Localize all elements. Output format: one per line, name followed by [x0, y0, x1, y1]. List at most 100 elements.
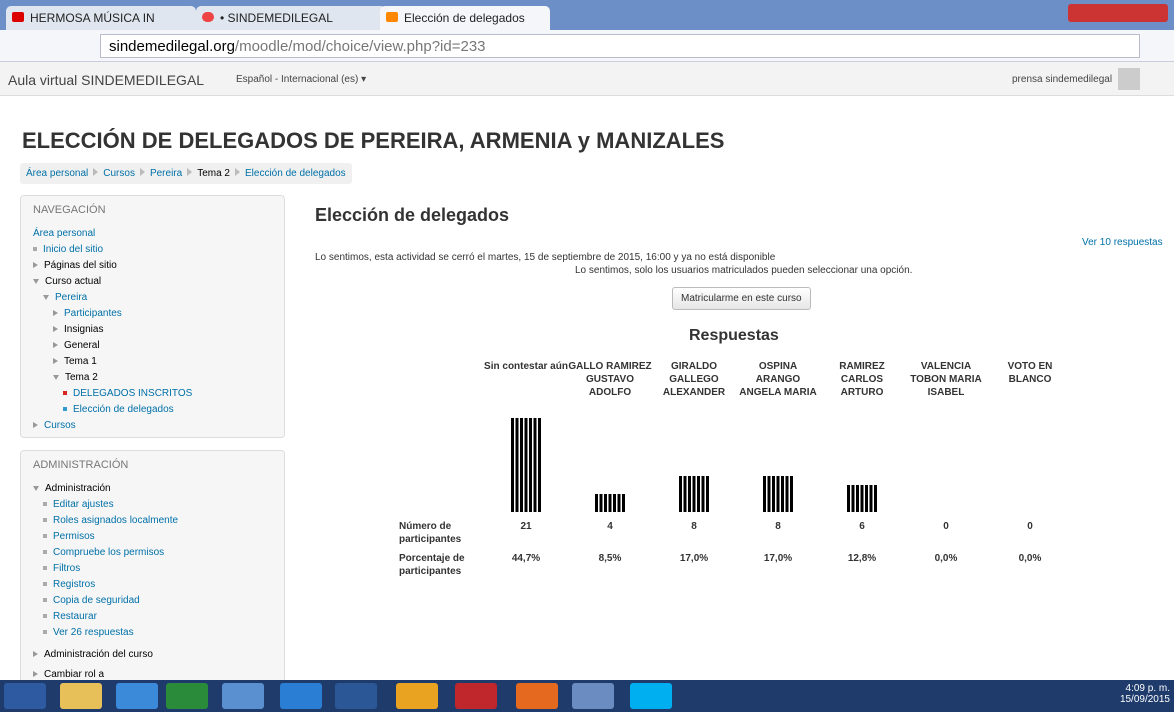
nav-item[interactable]: DELEGADOS INSCRITOS: [73, 388, 192, 399]
count: 8: [736, 520, 820, 533]
crumb[interactable]: Área personal: [26, 168, 88, 179]
percent: 8,5%: [568, 552, 652, 565]
block-heading: NAVEGACIÓN: [33, 204, 272, 216]
result-bar: [511, 418, 541, 513]
start-button[interactable]: [4, 683, 46, 709]
admin-item[interactable]: Cambiar rol a: [44, 669, 104, 680]
option-label: GIRALDO GALLEGO ALEXANDER: [652, 360, 736, 399]
taskbar-app[interactable]: [455, 683, 497, 709]
result-bar: [847, 485, 877, 512]
count: 0: [988, 520, 1072, 533]
window-controls[interactable]: [1068, 4, 1168, 22]
url-host: sindemedilegal.org: [109, 38, 235, 55]
taskbar-app[interactable]: [630, 683, 672, 709]
clock: 4:09 p. m.15/09/2015: [1118, 683, 1170, 705]
count: 8: [652, 520, 736, 533]
admin-item[interactable]: Restaurar: [53, 611, 97, 622]
row-label: Número de participantes: [399, 520, 483, 546]
tab-title: • SINDEMEDILEGAL: [220, 11, 333, 25]
view-responses-link[interactable]: Ver 10 respuestas: [1082, 237, 1163, 248]
page: HERMOSA MÚSICA IN • SINDEMEDILEGAL Elecc…: [0, 0, 1174, 712]
taskbar-app[interactable]: [222, 683, 264, 709]
nav-item[interactable]: General: [64, 340, 100, 351]
option-label: GALLO RAMIREZ GUSTAVO ADOLFO: [568, 360, 652, 399]
taskbar-app[interactable]: [166, 683, 208, 709]
result-bar: [763, 476, 793, 512]
count: 0: [904, 520, 988, 533]
nav-item[interactable]: Pereira: [55, 292, 87, 303]
admin-item[interactable]: Copia de seguridad: [53, 595, 140, 606]
admin-item[interactable]: Compruebe los permisos: [53, 547, 164, 558]
percent: 0,0%: [988, 552, 1072, 565]
percent: 17,0%: [652, 552, 736, 565]
admin-item[interactable]: Administración del curso: [44, 649, 153, 660]
taskbar-app[interactable]: [116, 683, 158, 709]
page-title: ELECCIÓN DE DELEGADOS DE PEREIRA, ARMENI…: [22, 128, 724, 154]
taskbar-app[interactable]: [335, 683, 377, 709]
enrol-button[interactable]: Matricularme en este curso: [672, 287, 811, 310]
admin-item[interactable]: Editar ajustes: [53, 499, 114, 510]
brand[interactable]: Aula virtual SINDEMEDILEGAL: [8, 72, 204, 88]
count: 4: [568, 520, 652, 533]
navbar: Aula virtual SINDEMEDILEGAL Español - In…: [0, 62, 1174, 96]
crumb[interactable]: Cursos: [103, 168, 135, 179]
count: 21: [484, 520, 568, 533]
address-bar: sindemedilegal.org/moodle/mod/choice/vie…: [0, 30, 1174, 62]
row-label: Porcentaje de participantes: [399, 552, 483, 578]
taskbar-app[interactable]: [396, 683, 438, 709]
nav-item[interactable]: Páginas del sitio: [44, 260, 117, 271]
url-path: /moodle/mod/choice/view.php?id=233: [235, 38, 486, 55]
nav-item[interactable]: Curso actual: [45, 276, 101, 287]
tab[interactable]: • SINDEMEDILEGAL: [196, 6, 386, 30]
tab[interactable]: Elección de delegados: [380, 6, 550, 30]
admin-item[interactable]: Administración: [45, 483, 111, 494]
result-bar: [679, 476, 709, 512]
percent: 44,7%: [484, 552, 568, 565]
results-table: Número de participantes Porcentaje de pa…: [385, 360, 1125, 590]
tab-title: HERMOSA MÚSICA IN: [30, 11, 155, 25]
crumb[interactable]: Pereira: [150, 168, 182, 179]
percent: 0,0%: [904, 552, 988, 565]
navigation-block: NAVEGACIÓN Área personal Inicio del siti…: [20, 195, 285, 438]
admin-item[interactable]: Permisos: [53, 531, 95, 542]
nav-item[interactable]: Insignias: [64, 324, 103, 335]
url-field[interactable]: sindemedilegal.org/moodle/mod/choice/vie…: [100, 34, 1140, 58]
taskbar-app[interactable]: [516, 683, 558, 709]
nav-item[interactable]: Área personal: [33, 228, 95, 239]
language-menu[interactable]: Español - Internacional (es) ▾: [236, 74, 366, 85]
nav-item[interactable]: Elección de delegados: [73, 404, 174, 415]
crumb[interactable]: Elección de delegados: [245, 168, 346, 179]
taskbar-app[interactable]: [280, 683, 322, 709]
nav-item[interactable]: Tema 1: [64, 356, 97, 367]
tab-bar: HERMOSA MÚSICA IN • SINDEMEDILEGAL Elecc…: [0, 0, 1174, 30]
admin-item[interactable]: Registros: [53, 579, 95, 590]
option-label: RAMIREZ CARLOS ARTURO: [820, 360, 904, 399]
user-menu[interactable]: prensa sindemedilegal: [1012, 74, 1112, 85]
crumb: Tema 2: [197, 168, 230, 179]
results-heading: Respuestas: [689, 327, 779, 345]
admin-item[interactable]: Ver 26 respuestas: [53, 627, 134, 638]
taskbar-app[interactable]: [60, 683, 102, 709]
taskbar: 4:09 p. m.15/09/2015: [0, 680, 1174, 712]
nav-item[interactable]: Inicio del sitio: [43, 244, 103, 255]
nav-item[interactable]: Participantes: [64, 308, 122, 319]
enrol-message: Lo sentimos, solo los usuarios matricula…: [575, 265, 912, 276]
percent: 17,0%: [736, 552, 820, 565]
count: 6: [820, 520, 904, 533]
admin-item[interactable]: Filtros: [53, 563, 80, 574]
tab[interactable]: HERMOSA MÚSICA IN: [6, 6, 196, 30]
nav-item[interactable]: Cursos: [44, 420, 76, 431]
option-label: OSPINA ARANGO ANGELA MARIA: [736, 360, 820, 399]
breadcrumb: Área personal Cursos Pereira Tema 2 Elección…: [20, 163, 352, 184]
result-bar: [595, 494, 625, 512]
time: 4:09 p. m.: [1118, 683, 1170, 694]
administration-block: ADMINISTRACIÓN Administración Editar aju…: [20, 450, 285, 690]
taskbar-app[interactable]: [572, 683, 614, 709]
avatar[interactable]: [1118, 68, 1140, 90]
option-label: VOTO EN BLANCO: [988, 360, 1072, 386]
admin-item[interactable]: Roles asignados localmente: [53, 515, 178, 526]
block-heading: ADMINISTRACIÓN: [33, 459, 272, 471]
option-label: VALENCIA TOBON MARIA ISABEL: [904, 360, 988, 399]
nav-item[interactable]: Tema 2: [65, 372, 98, 383]
tab-title: Elección de delegados: [404, 11, 525, 25]
